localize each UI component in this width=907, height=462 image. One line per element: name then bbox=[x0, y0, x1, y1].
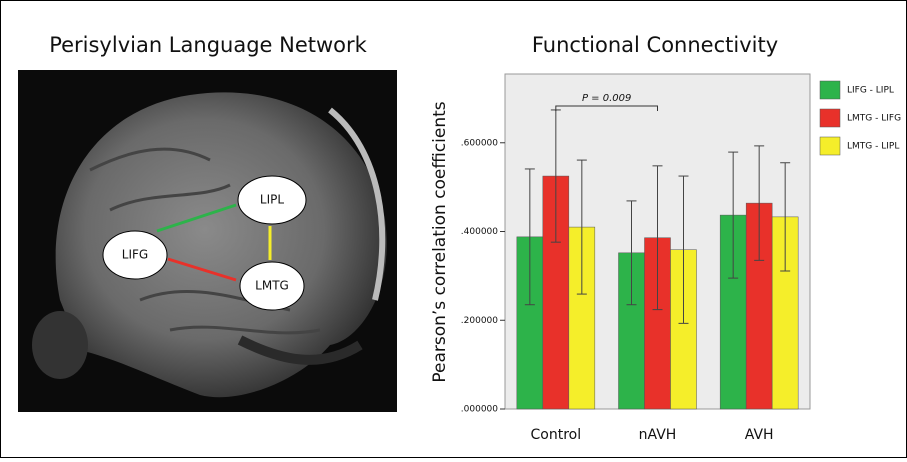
y-axis-label: Pearson’s correlation coefficients bbox=[430, 101, 450, 382]
brain-image bbox=[18, 70, 397, 412]
chart-title: Functional Connectivity bbox=[532, 33, 778, 57]
page: Perisylvian Language Network LIPL LIFG L… bbox=[0, 0, 907, 462]
y-tick-label: .600000 bbox=[461, 138, 498, 148]
legend-swatch bbox=[820, 81, 840, 99]
legend-swatch bbox=[820, 109, 840, 127]
y-tick-label: .400000 bbox=[461, 227, 498, 237]
figure: Perisylvian Language Network LIPL LIFG L… bbox=[0, 0, 907, 458]
legend-label: LMTG - LIFG bbox=[847, 114, 901, 124]
legend-label: LMTG - LIPL bbox=[847, 142, 899, 152]
node-label: LIFG bbox=[122, 248, 148, 262]
y-tick-label: .200000 bbox=[461, 316, 498, 326]
x-tick-label: AVH bbox=[745, 427, 774, 443]
x-tick-label: nAVH bbox=[639, 427, 677, 443]
node-label: LIPL bbox=[260, 193, 284, 207]
panel-title: Perisylvian Language Network bbox=[49, 33, 367, 57]
annotation: P = 0.009 bbox=[582, 93, 631, 104]
legend-swatch bbox=[820, 137, 840, 155]
x-tick-label: Control bbox=[531, 427, 582, 443]
legend-label: LIFG - LIPL bbox=[847, 86, 894, 96]
node-label: LMTG bbox=[255, 279, 289, 293]
y-tick-label: .000000 bbox=[461, 405, 498, 415]
